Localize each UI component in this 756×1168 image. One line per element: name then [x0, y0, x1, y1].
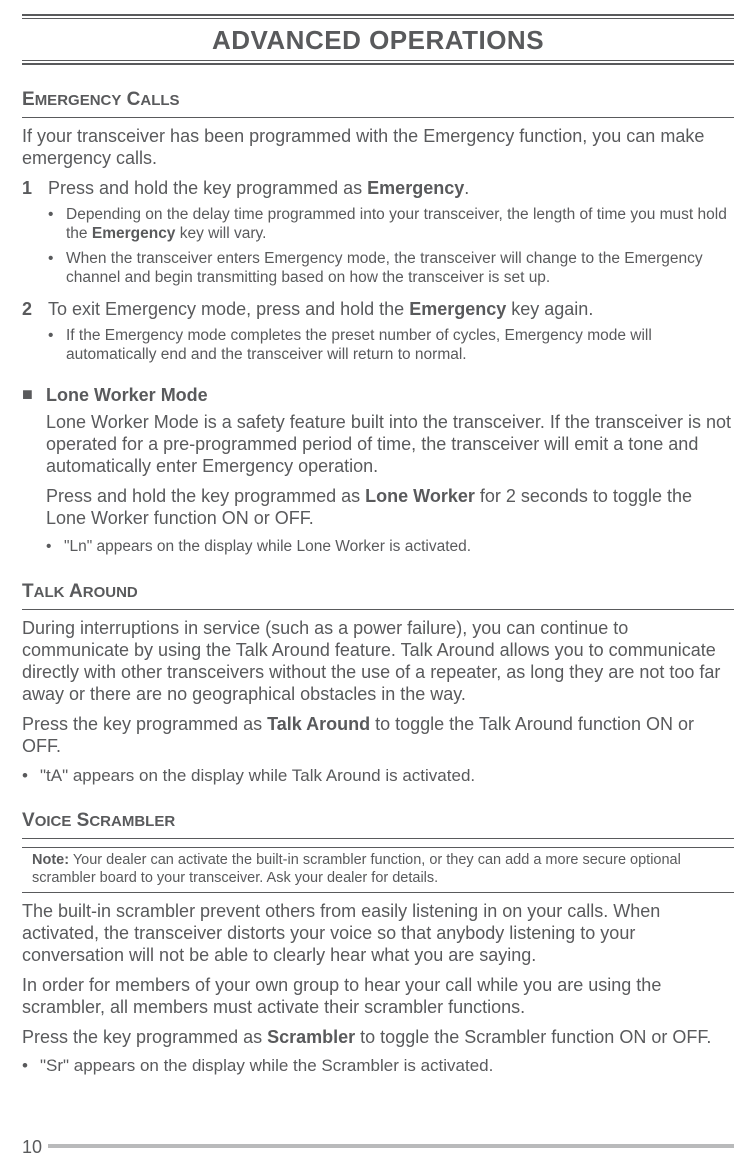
- scrambler-p2: In order for members of your own group t…: [22, 975, 734, 1019]
- emergency-intro: If your transceiver has been programmed …: [22, 126, 734, 170]
- list-item: • "tA" appears on the display while Talk…: [22, 766, 734, 787]
- text-bold: Emergency: [92, 225, 176, 242]
- heading-frag: V: [22, 810, 35, 831]
- page-number: 10: [22, 1137, 42, 1158]
- heading-frag: ALK: [34, 584, 65, 601]
- step-number: 2: [22, 299, 48, 371]
- lone-worker-block: Lone Worker Mode is a safety feature bui…: [22, 412, 734, 557]
- heading-frag: S: [71, 810, 89, 831]
- step-text: To exit Emergency mode, press and hold t…: [48, 299, 734, 371]
- lone-worker-bullets: • "Ln" appears on the display while Lone…: [46, 538, 734, 557]
- heading-frag: T: [22, 581, 34, 602]
- note-label: Note:: [32, 852, 69, 868]
- step-text: Press and hold the key programmed as Eme…: [48, 178, 734, 294]
- heading-frag: ROUND: [83, 584, 138, 601]
- section-heading-emergency: EMERGENCY CALLS: [22, 89, 734, 111]
- note-text: Your dealer can activate the built-in sc…: [32, 852, 681, 886]
- text-frag: Press the key programmed as: [22, 714, 267, 734]
- bullet-icon: •: [22, 766, 40, 787]
- bullet-text: When the transceiver enters Emergency mo…: [66, 250, 734, 288]
- text-bold: Emergency: [367, 178, 464, 198]
- text-bold: Lone Worker: [365, 486, 475, 506]
- lone-worker-p2: Press and hold the key programmed as Lon…: [46, 486, 734, 530]
- emergency-steps: 1 Press and hold the key programmed as E…: [22, 178, 734, 371]
- heading-frag: A: [64, 581, 82, 602]
- text-frag: Press and hold the key programmed as: [48, 178, 367, 198]
- title-frame: ADVANCED OPERATIONS: [22, 14, 734, 65]
- text-frag: Press the key programmed as: [22, 1027, 267, 1047]
- subsection-heading-lone-worker: ■ Lone Worker Mode: [22, 385, 734, 406]
- text-frag: key again.: [506, 299, 593, 319]
- bullet-icon: •: [22, 1056, 40, 1077]
- bullet-text: Depending on the delay time programmed i…: [66, 206, 734, 244]
- list-item: • "Ln" appears on the display while Lone…: [46, 538, 734, 557]
- bullet-icon: •: [48, 206, 66, 244]
- list-item: • When the transceiver enters Emergency …: [48, 250, 734, 288]
- text-bold: Scrambler: [267, 1027, 355, 1047]
- text-frag: To exit Emergency mode, press and hold t…: [48, 299, 409, 319]
- bullet-icon: •: [46, 538, 64, 557]
- heading-frag: CRAMBLER: [89, 813, 175, 830]
- footer-rule: [48, 1144, 734, 1148]
- note-box: Note: Your dealer can activate the built…: [22, 847, 734, 892]
- text-frag: to toggle the Scrambler function ON or O…: [355, 1027, 711, 1047]
- scrambler-p3: Press the key programmed as Scrambler to…: [22, 1027, 734, 1049]
- page: ADVANCED OPERATIONS EMERGENCY CALLS If y…: [0, 0, 756, 1168]
- section-rule: [22, 838, 734, 839]
- step-number: 1: [22, 178, 48, 294]
- list-item: • Depending on the delay time programmed…: [48, 206, 734, 244]
- sub-bullets: • If the Emergency mode completes the pr…: [48, 327, 734, 365]
- bullet-icon: •: [48, 327, 66, 365]
- talk-around-bullets: • "tA" appears on the display while Talk…: [22, 766, 734, 787]
- section-heading-voice-scrambler: VOICE SCRAMBLER: [22, 810, 734, 832]
- heading-frag: OICE: [35, 813, 72, 830]
- text-bold: Talk Around: [267, 714, 370, 734]
- talk-around-p2: Press the key programmed as Talk Around …: [22, 714, 734, 758]
- text-frag: .: [464, 178, 469, 198]
- scrambler-bullets: • "Sr" appears on the display while the …: [22, 1056, 734, 1077]
- list-item: • If the Emergency mode completes the pr…: [48, 327, 734, 365]
- section-heading-talk-around: TALK AROUND: [22, 581, 734, 603]
- scrambler-p1: The built-in scrambler prevent others fr…: [22, 901, 734, 967]
- bullet-text: "tA" appears on the display while Talk A…: [40, 766, 734, 787]
- list-item: 1 Press and hold the key programmed as E…: [22, 178, 734, 294]
- sub-bullets: • Depending on the delay time programmed…: [48, 206, 734, 288]
- heading-frag: C: [121, 89, 140, 110]
- text-frag: Press and hold the key programmed as: [46, 486, 365, 506]
- bullet-text: "Ln" appears on the display while Lone W…: [64, 538, 734, 557]
- bullet-icon: •: [48, 250, 66, 288]
- section-rule: [22, 117, 734, 118]
- heading-frag: E: [22, 89, 35, 110]
- talk-around-p1: During interruptions in service (such as…: [22, 618, 734, 706]
- lone-worker-p1: Lone Worker Mode is a safety feature bui…: [46, 412, 734, 478]
- bullet-text: If the Emergency mode completes the pres…: [66, 327, 734, 365]
- text-frag: key will vary.: [175, 225, 266, 242]
- bullet-text: "Sr" appears on the display while the Sc…: [40, 1056, 734, 1077]
- heading-frag: MERGENCY: [35, 92, 122, 109]
- text-bold: Emergency: [409, 299, 506, 319]
- heading-frag: ALLS: [140, 92, 179, 109]
- list-item: 2 To exit Emergency mode, press and hold…: [22, 299, 734, 371]
- subsection-title: Lone Worker Mode: [46, 385, 208, 406]
- list-item: • "Sr" appears on the display while the …: [22, 1056, 734, 1077]
- title-inner: ADVANCED OPERATIONS: [22, 18, 734, 61]
- section-rule: [22, 609, 734, 610]
- page-title: ADVANCED OPERATIONS: [212, 25, 544, 55]
- square-icon: ■: [22, 385, 46, 405]
